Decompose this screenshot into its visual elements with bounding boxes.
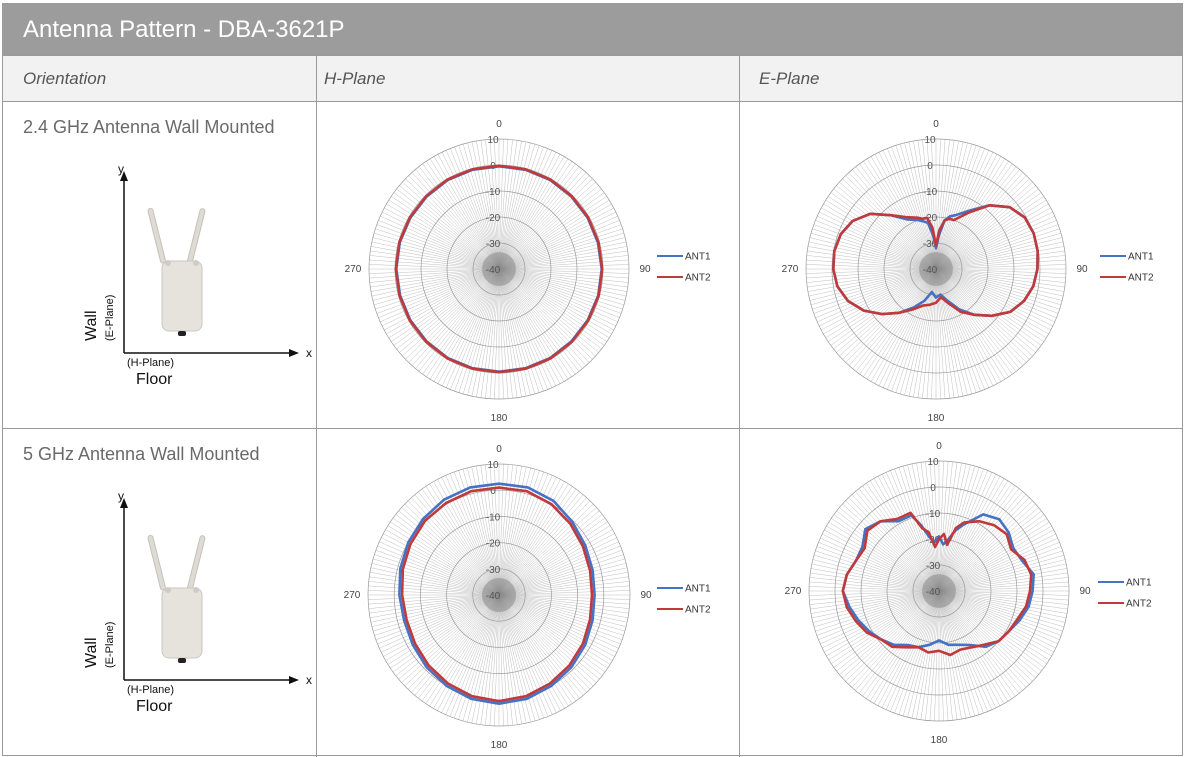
series-line-ant2 [400,486,594,703]
radial-tick-label: -20 [486,213,501,224]
polar-grid [808,460,1070,722]
header-orientation: Orientation [23,69,107,88]
radial-tick-label: -40 [926,587,941,598]
polar-grid [805,138,1067,400]
radial-tick-label: 0 [490,486,496,497]
radial-tick-label: -30 [486,239,501,250]
legend-label-ant1: ANT1 [1128,252,1154,263]
angle-tick-label: 270 [345,264,362,275]
wall-label: Wall [83,637,100,668]
series-line-ant1 [841,513,1035,649]
h-plane-label: (H-Plane) [127,357,174,369]
series-line-ant2 [832,204,1039,318]
angle-tick-label: 0 [936,441,942,452]
radial-tick-label: -30 [926,561,941,572]
legend-label-ant1: ANT1 [685,252,711,263]
angle-tick-label: 0 [933,119,939,130]
table-header-row: Orientation H-Plane E-Plane [3,55,1182,102]
radial-tick-label: 10 [924,135,936,146]
angle-tick-label: 270 [785,586,802,597]
angle-tick-label: 0 [496,444,502,455]
radial-tick-label: -10 [926,509,941,520]
angle-tick-label: 90 [1076,264,1088,275]
row-label-2-4ghz: 2.4 GHz Antenna Wall Mounted [23,117,275,137]
angle-tick-label: 270 [344,590,361,601]
axis-lines [120,498,299,684]
e-plane-label: (E-Plane) [104,622,116,668]
angle-tick-label: 90 [640,590,652,601]
header-h-plane: H-Plane [324,69,386,88]
radial-tick-label: -20 [923,213,938,224]
row-label-5ghz: 5 GHz Antenna Wall Mounted [23,444,260,464]
row-divider [3,428,1182,429]
radial-tick-label: 10 [487,460,499,471]
e-plane-label: (E-Plane) [104,295,116,341]
radial-tick-label: -30 [923,239,938,250]
orientation-diagram: y x Wall (E-Plane) (H-Plane) Floor [83,489,312,715]
axis-lines [120,171,299,357]
radial-tick-label: -10 [923,187,938,198]
legend-label-ant2: ANT2 [685,605,711,616]
radial-tick-label: -10 [486,512,501,523]
radial-tick-label: -10 [486,187,501,198]
legend-label-ant1: ANT1 [685,584,711,595]
orientation-diagram: y x Wall (E-Plane) (H-Plane) Floor [83,162,312,388]
column-divider [316,55,317,757]
column-divider [739,55,740,757]
radial-tick-label: 0 [930,483,936,494]
angle-tick-label: 270 [782,264,799,275]
y-axis-letter: y [118,489,124,503]
floor-label: Floor [136,371,173,388]
angle-tick-label: 180 [931,735,948,746]
radial-tick-label: 0 [927,161,933,172]
x-axis-letter: x [306,346,312,360]
wall-label: Wall [83,310,100,341]
polar-grid [368,138,630,400]
radial-tick-label: -40 [923,265,938,276]
floor-label: Floor [136,698,173,715]
legend-label-ant2: ANT2 [1128,273,1154,284]
angle-tick-label: 0 [496,119,502,130]
angle-tick-label: 180 [928,413,945,424]
legend-label-ant1: ANT1 [1126,578,1152,589]
antenna-pattern-sheet: Antenna Pattern - DBA-3621P Orientation … [2,3,1183,757]
angle-tick-label: 180 [491,413,508,424]
angle-tick-label: 90 [1079,586,1091,597]
polar-grid [367,463,631,727]
legend-label-ant2: ANT2 [685,273,711,284]
page-title: Antenna Pattern - DBA-3621P [3,4,1182,55]
radial-tick-label: -40 [486,265,501,276]
angle-tick-label: 90 [639,264,651,275]
radial-tick-label: -40 [486,591,501,602]
angle-tick-label: 180 [491,740,508,751]
radial-tick-label: 10 [927,457,939,468]
access-point-device-image [147,207,206,336]
polar-chart-5ghz-h-plane: 10 0 -10 -20 -30 -40 0 90 180 270 ANT1 ANT2 [344,444,711,751]
x-axis-letter: x [306,673,312,687]
polar-chart-2-4ghz-e-plane: 10 0 -10 -20 -30 -40 0 90 180 270 ANT1 ANT2 [782,119,1154,424]
h-plane-label: (H-Plane) [127,684,174,696]
series-line-ant1 [398,482,596,705]
radial-tick-label: -30 [486,565,501,576]
radial-tick-label: -20 [486,539,501,550]
series-line-ant2 [394,164,604,374]
series-line-ant2 [841,511,1033,657]
legend-label-ant2: ANT2 [1126,599,1152,610]
access-point-device-image [147,534,206,663]
header-e-plane: E-Plane [759,69,820,88]
radial-tick-label: 10 [487,135,499,146]
y-axis-letter: y [118,162,124,176]
